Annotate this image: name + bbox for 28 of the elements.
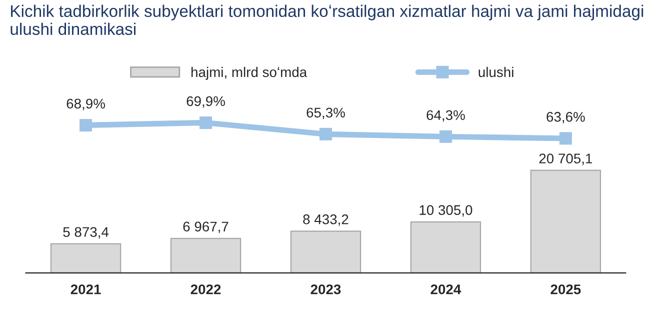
x-tick-label: 2021 <box>70 284 101 294</box>
point <box>559 132 572 145</box>
data-label: 63,6% <box>546 112 585 124</box>
data-label: 68,9% <box>66 98 105 110</box>
bar <box>410 221 482 273</box>
chart-title: Kichik tadbirkorlik subyektlari tomonidan koʻrsatilgan xizmatlar hajmi va jami hajmidagi ulushi dinamikasi <box>10 4 644 35</box>
point <box>319 128 332 140</box>
data-label: 20 705,1 <box>539 154 592 166</box>
data-label: 69,9% <box>186 96 225 108</box>
data-label: 8 433,2 <box>303 214 348 226</box>
x-tick-label: 2023 <box>310 284 341 294</box>
x-tick-label: 2022 <box>190 284 221 294</box>
x-tick-label: 2024 <box>430 284 462 294</box>
data-label: 5 873,4 <box>63 227 109 239</box>
data-label: 64,3% <box>426 110 465 122</box>
bar <box>50 243 122 273</box>
legend-label: ulushi <box>478 66 514 78</box>
bar <box>290 230 362 273</box>
data-label: 10 305,0 <box>420 205 472 217</box>
x-tick-label: 2025 <box>550 284 581 294</box>
bar <box>530 170 602 273</box>
data-label: 6 967,7 <box>183 222 228 234</box>
legend-label: hajmi, mlrd soʻmda <box>191 66 308 80</box>
point <box>439 130 452 143</box>
point <box>80 118 92 132</box>
data-label: 65,3% <box>306 108 345 120</box>
bar <box>170 238 242 273</box>
point <box>200 116 212 129</box>
